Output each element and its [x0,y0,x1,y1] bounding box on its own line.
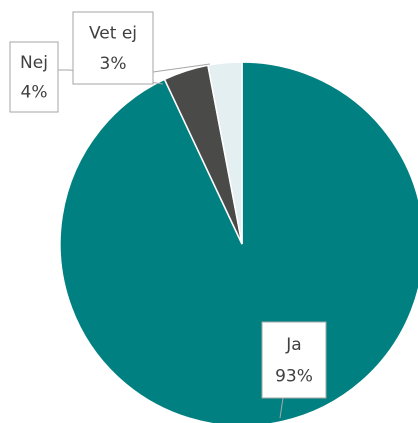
category-label: Vet ej [89,24,137,44]
label-box [72,11,154,85]
data-label: 3% [100,54,127,74]
label-box [9,41,59,113]
category-label: Nej [20,53,48,73]
label-box [261,321,327,399]
pie-slice [207,61,243,245]
leader-line [152,63,211,73]
pie-slice [59,61,418,423]
category-label: Ja [285,335,301,355]
data-label: 4% [21,82,48,102]
leader-line [279,397,284,419]
data-label: 93% [275,367,313,387]
